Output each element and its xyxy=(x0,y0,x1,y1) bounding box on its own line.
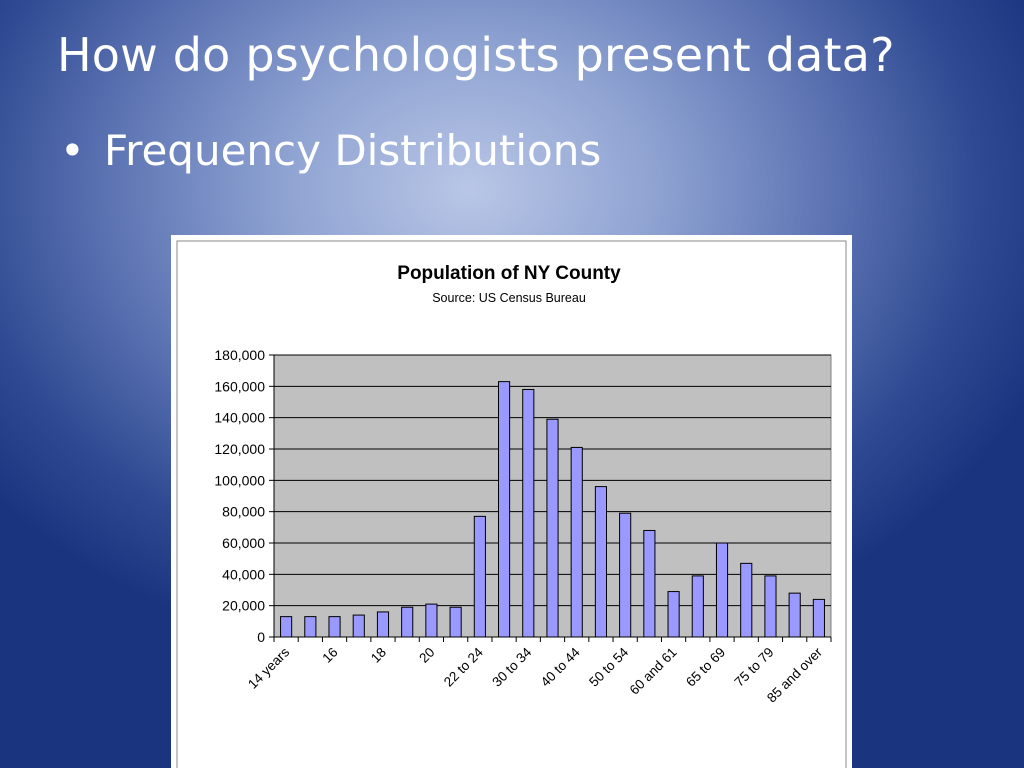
bar xyxy=(788,592,801,638)
bullet-symbol: • xyxy=(60,126,85,175)
bar xyxy=(667,591,680,638)
y-tick-label: 100,000 xyxy=(214,472,265,488)
chart-title: Population of NY County xyxy=(397,263,621,284)
slide-title: How do psychologists present data? xyxy=(57,28,895,82)
bar xyxy=(376,611,390,638)
y-tick-label: 140,000 xyxy=(214,410,265,426)
bar xyxy=(498,381,511,638)
y-tick-label: 180,000 xyxy=(214,347,265,363)
bar xyxy=(473,515,486,638)
bar xyxy=(304,616,317,638)
y-tick-label: 0 xyxy=(257,629,265,645)
axes xyxy=(269,354,832,642)
bar xyxy=(328,616,341,638)
y-tick-label: 120,000 xyxy=(214,441,265,457)
bar xyxy=(401,606,414,638)
bullet-item: • Frequency Distributions xyxy=(60,126,601,175)
x-tick-labels: 14 years 16 18 20 22 to 24 30 to 34 40 to 44 50… xyxy=(245,644,825,705)
bar xyxy=(812,598,825,638)
y-tick-label: 20,000 xyxy=(222,598,265,614)
bar-chart: Population of NY County Source: US Censu… xyxy=(176,240,847,768)
x-tick-label: 20 xyxy=(416,645,437,666)
x-tick-label: 22 to 24 xyxy=(441,644,486,689)
x-tick-label: 50 to 54 xyxy=(586,644,631,689)
chart-area-border xyxy=(176,240,847,768)
bar xyxy=(619,512,632,638)
bar xyxy=(522,388,535,638)
x-tick-label: 30 to 34 xyxy=(489,644,534,689)
x-tick-label: 75 to 79 xyxy=(731,645,776,690)
x-tick-label: 40 to 44 xyxy=(538,644,583,689)
bar xyxy=(425,603,438,638)
x-tick-label: 14 years xyxy=(245,644,292,691)
bars xyxy=(280,381,825,638)
bar xyxy=(764,575,777,638)
bar xyxy=(280,616,293,638)
bar xyxy=(715,542,729,638)
bar xyxy=(643,529,656,638)
bar xyxy=(740,562,753,638)
x-tick-label: 18 xyxy=(368,645,389,666)
y-tick-label: 80,000 xyxy=(222,504,265,520)
chart-subtitle: Source: US Census Bureau xyxy=(432,291,586,305)
bar xyxy=(352,614,365,638)
bar xyxy=(594,486,607,638)
y-tick-label: 60,000 xyxy=(222,535,265,551)
x-tick-label: 65 to 69 xyxy=(683,645,728,690)
bar xyxy=(570,446,583,638)
bar xyxy=(449,606,462,638)
chart-frame: Population of NY County Source: US Censu… xyxy=(171,235,852,768)
y-tick-label: 160,000 xyxy=(214,378,265,394)
bullet-text: Frequency Distributions xyxy=(104,126,602,175)
bar xyxy=(691,575,704,638)
x-tick-label: 16 xyxy=(319,645,340,666)
x-tick-label: 60 and 61 xyxy=(627,645,680,698)
y-tick-labels: 0 20,000 40,000 60,000 80,000 100,000 120,000 1… xyxy=(214,347,265,645)
bar xyxy=(546,418,559,638)
y-tick-label: 40,000 xyxy=(222,566,265,582)
